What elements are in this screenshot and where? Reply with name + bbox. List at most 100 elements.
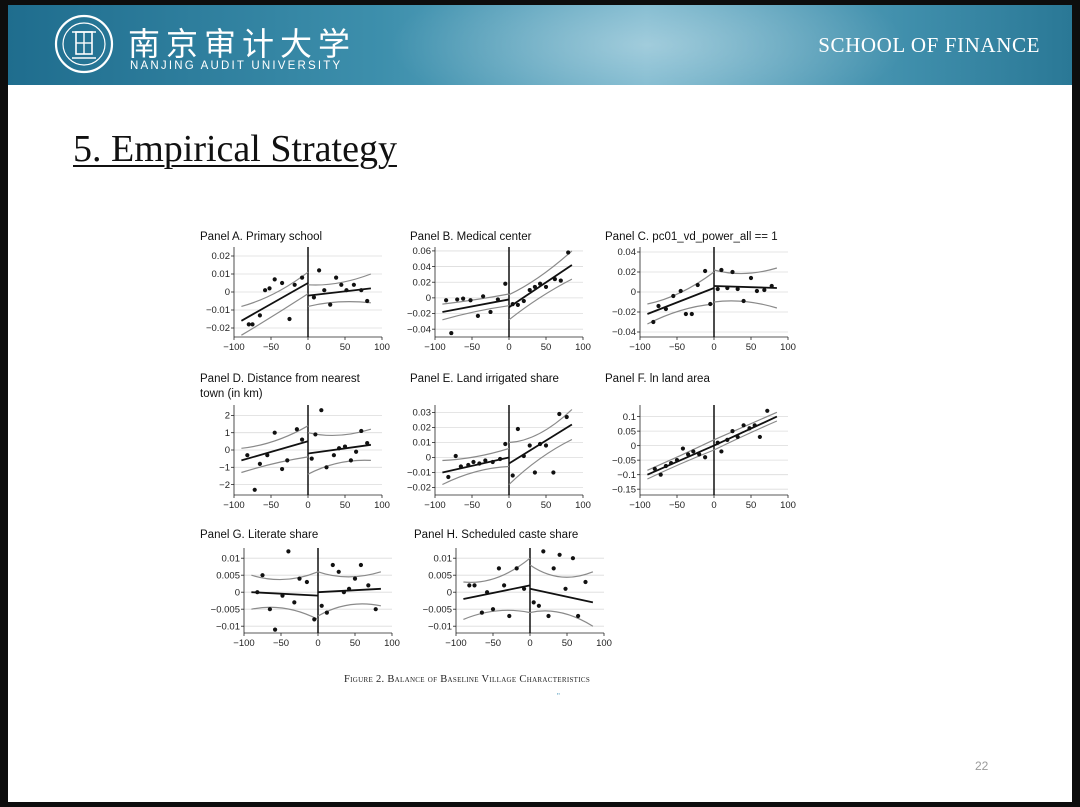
data-point bbox=[299, 437, 305, 442]
data-point bbox=[339, 282, 344, 287]
data-point bbox=[458, 464, 463, 469]
data-point bbox=[498, 456, 503, 462]
data-point bbox=[262, 288, 268, 293]
x-tick-label: −50 bbox=[263, 500, 279, 511]
x-tick-label: −50 bbox=[464, 500, 480, 511]
data-point bbox=[331, 453, 336, 458]
y-tick-label: 0 bbox=[426, 293, 431, 304]
fit-line-right bbox=[713, 415, 778, 447]
ci-right-upper bbox=[307, 273, 372, 286]
data-point bbox=[652, 466, 657, 471]
data-point bbox=[762, 287, 767, 293]
y-tick-label: −1 bbox=[219, 463, 230, 474]
header-banner: 南京审计大学 NANJING AUDIT UNIVERSITY SCHOOL O… bbox=[8, 5, 1072, 85]
data-point bbox=[342, 444, 348, 449]
y-tick-label: 0.01 bbox=[212, 269, 231, 280]
panel-title: Panel D. Distance from nearest bbox=[200, 373, 361, 385]
data-point bbox=[311, 295, 317, 300]
ci-left-lower bbox=[442, 305, 510, 321]
ci-right-upper bbox=[529, 564, 594, 578]
y-tick-label: 0.06 bbox=[413, 246, 432, 257]
university-name-cn: 南京审计大学 bbox=[128, 25, 357, 63]
y-tick-label: 0.01 bbox=[434, 553, 453, 564]
y-tick-label: −0.02 bbox=[407, 483, 431, 494]
y-tick-label: 0.02 bbox=[413, 277, 432, 288]
data-point bbox=[260, 573, 265, 578]
data-point bbox=[313, 432, 318, 437]
data-point bbox=[563, 586, 568, 591]
university-seal-icon bbox=[54, 14, 114, 74]
x-tick-label: −100 bbox=[629, 500, 650, 511]
data-point bbox=[757, 434, 762, 440]
ci-right-upper bbox=[508, 409, 573, 444]
ci-right-upper bbox=[713, 267, 778, 275]
slide: 南京审计大学 NANJING AUDIT UNIVERSITY SCHOOL O… bbox=[8, 5, 1072, 802]
x-tick-label: −100 bbox=[223, 500, 244, 511]
y-tick-label: 0 bbox=[426, 453, 431, 464]
ci-right-upper bbox=[508, 250, 573, 296]
panel-3: 0.04 0.02 0 −0.02 −0.04 −100 −50 0 50 100 Panel C.… bbox=[605, 231, 796, 353]
data-point bbox=[483, 458, 488, 463]
data-point bbox=[583, 579, 588, 585]
fit-line-left bbox=[240, 282, 309, 322]
data-point bbox=[515, 426, 520, 432]
ci-right-lower bbox=[508, 278, 573, 321]
y-tick-label: 0.01 bbox=[222, 553, 241, 564]
x-tick-label: −100 bbox=[233, 638, 254, 649]
panel-title: Panel G. Literate share bbox=[200, 529, 318, 541]
data-point bbox=[570, 556, 576, 561]
x-tick-label: 100 bbox=[384, 638, 400, 649]
data-point bbox=[765, 408, 770, 413]
data-point bbox=[680, 446, 686, 451]
data-point bbox=[280, 593, 285, 598]
data-point bbox=[725, 285, 730, 291]
fit-line-left bbox=[251, 591, 319, 597]
data-point bbox=[564, 414, 569, 420]
y-tick-label: −0.01 bbox=[216, 621, 240, 632]
x-tick-label: −100 bbox=[424, 342, 445, 353]
y-tick-label: 0.01 bbox=[413, 438, 432, 449]
data-point bbox=[319, 408, 324, 413]
data-point bbox=[373, 607, 378, 612]
data-point bbox=[265, 453, 270, 458]
y-tick-label: 0.03 bbox=[413, 408, 432, 419]
data-point bbox=[543, 443, 549, 448]
data-point bbox=[359, 288, 364, 293]
data-point bbox=[686, 452, 691, 457]
data-point bbox=[309, 456, 314, 461]
data-point bbox=[312, 617, 317, 622]
x-tick-label: 0 bbox=[527, 638, 532, 649]
data-point bbox=[521, 586, 527, 591]
data-point bbox=[741, 298, 746, 304]
data-point bbox=[322, 288, 327, 293]
school-name: SCHOOL OF FINANCE bbox=[818, 33, 1040, 57]
ci-right-lower bbox=[713, 420, 778, 451]
data-point bbox=[365, 298, 370, 304]
y-tick-label: 0.04 bbox=[413, 262, 432, 273]
data-point bbox=[521, 298, 526, 304]
x-tick-label: −50 bbox=[263, 342, 279, 353]
y-tick-label: 0.005 bbox=[428, 570, 452, 581]
y-tick-label: −0.15 bbox=[612, 484, 636, 495]
data-point bbox=[658, 472, 663, 477]
fit-line-right bbox=[713, 285, 777, 289]
data-point bbox=[250, 322, 255, 327]
x-tick-label: 0 bbox=[506, 500, 511, 511]
data-point bbox=[257, 461, 262, 466]
data-point bbox=[715, 440, 720, 445]
data-point bbox=[656, 303, 661, 309]
banner-glow bbox=[388, 5, 908, 85]
data-point bbox=[515, 302, 520, 308]
data-point bbox=[708, 301, 713, 307]
ci-right-upper bbox=[317, 571, 382, 578]
data-point bbox=[536, 603, 541, 608]
x-tick-label: 50 bbox=[746, 500, 757, 511]
y-tick-label: −0.01 bbox=[428, 621, 452, 632]
y-tick-label: 0.005 bbox=[216, 570, 240, 581]
data-point bbox=[330, 562, 335, 568]
data-point bbox=[471, 459, 476, 465]
fit-line-left bbox=[442, 298, 510, 313]
data-point bbox=[319, 603, 324, 608]
panel-1: 0.02 0.01 0 −0.01 −0.02 −100 −50 0 50 100 Panel A.… bbox=[200, 231, 390, 353]
